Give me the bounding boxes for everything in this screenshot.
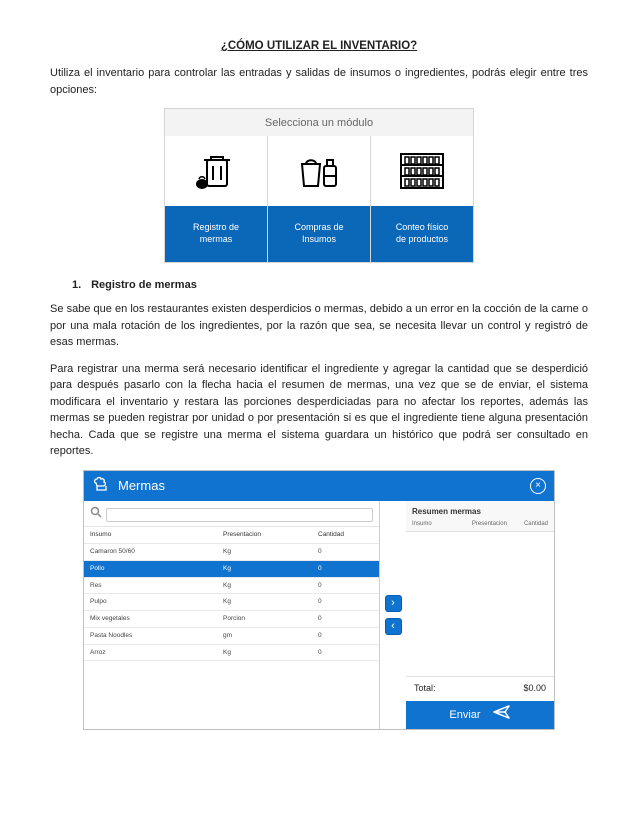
bag-bottle-icon — [268, 136, 370, 206]
total-value: $0.00 — [523, 682, 546, 696]
search-input[interactable] — [106, 508, 373, 522]
module-option[interactable]: Compras deInsumos — [268, 206, 370, 262]
page-title: ¿CÓMO UTILIZAR EL INVENTARIO? — [50, 38, 588, 55]
col-insumo: Insumo — [90, 530, 223, 540]
col-cantidad: Cantidad — [318, 530, 373, 540]
modules-icon-row — [165, 136, 473, 206]
send-icon — [493, 704, 511, 725]
section-title: Registro de mermas — [91, 279, 197, 291]
table-body: Camaron 50/60Kg0PolloKg0ResKg0PulpoKg0Mi… — [84, 544, 379, 661]
module-selector: Selecciona un módulo — [164, 108, 474, 263]
section-number: 1. — [72, 277, 88, 294]
shelf-icon — [371, 136, 473, 206]
transfer-controls: › ‹ — [380, 501, 406, 729]
chef-icon — [92, 475, 112, 497]
mermas-app: Mermas × Insumo Presentacion Cantidad Ca… — [83, 470, 555, 730]
summary-body — [406, 532, 554, 677]
module-option[interactable]: Conteo físicode productos — [371, 206, 473, 262]
summary-col-insumo: Insumo — [412, 520, 472, 529]
table-row[interactable]: PulpoKg0 — [84, 594, 379, 611]
send-button[interactable]: Enviar — [406, 701, 554, 729]
summary-title: Resumen mermas — [406, 501, 554, 520]
ingredients-pane: Insumo Presentacion Cantidad Camaron 50/… — [84, 501, 380, 729]
intro-paragraph: Utiliza el inventario para controlar las… — [50, 65, 588, 98]
table-row[interactable]: ResKg0 — [84, 578, 379, 595]
table-row[interactable]: PolloKg0 — [84, 561, 379, 578]
trash-icon — [165, 136, 267, 206]
table-row[interactable]: Pasta Noodlesgm0 — [84, 628, 379, 645]
table-header: Insumo Presentacion Cantidad — [84, 526, 379, 544]
total-row: Total: $0.00 — [406, 676, 554, 701]
send-label: Enviar — [449, 707, 480, 724]
module-option[interactable]: Registro demermas — [165, 206, 267, 262]
table-row[interactable]: ArrozKg0 — [84, 645, 379, 662]
app-title: Mermas — [118, 476, 165, 496]
modules-label-row: Registro demermasCompras deInsumosConteo… — [165, 206, 473, 262]
modules-heading: Selecciona un módulo — [165, 109, 473, 136]
summary-header: Insumo Presentacion Cantidad — [406, 520, 554, 532]
summary-pane: Resumen mermas Insumo Presentacion Canti… — [406, 501, 554, 729]
move-right-button[interactable]: › — [385, 595, 402, 612]
close-button[interactable]: × — [530, 478, 546, 494]
summary-col-presentacion: Presentacion — [472, 520, 518, 529]
total-label: Total: — [414, 682, 436, 696]
section-heading: 1. Registro de mermas — [72, 277, 588, 294]
col-presentacion: Presentacion — [223, 530, 318, 540]
search-icon — [90, 506, 102, 524]
section-paragraph-1: Se sabe que en los restaurantes existen … — [50, 301, 588, 351]
app-header: Mermas × — [84, 471, 554, 501]
move-left-button[interactable]: ‹ — [385, 618, 402, 635]
table-row[interactable]: Camaron 50/60Kg0 — [84, 544, 379, 561]
table-row[interactable]: Mix vegetalesPorcion0 — [84, 611, 379, 628]
section-paragraph-2: Para registrar una merma será necesario … — [50, 361, 588, 460]
summary-col-cantidad: Cantidad — [518, 520, 548, 529]
